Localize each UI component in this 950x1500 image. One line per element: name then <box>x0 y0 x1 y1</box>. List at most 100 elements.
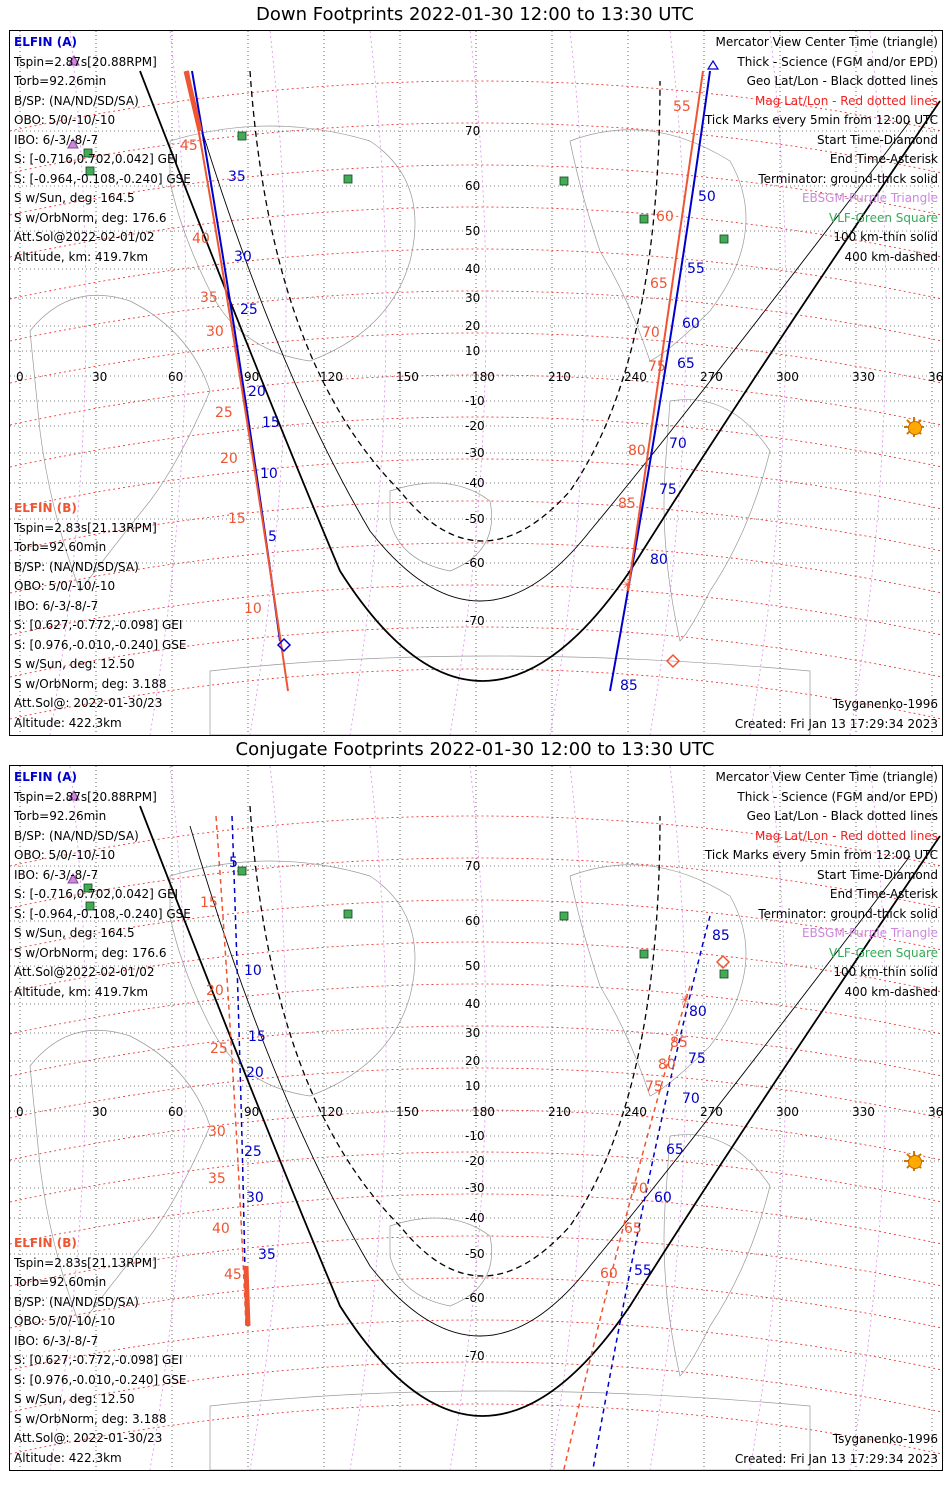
mag-meridian <box>149 31 187 735</box>
legend-ebsgm: EBSGM-Purple Triangle <box>801 191 938 205</box>
elfin-b-tick-label: 55 <box>673 99 691 115</box>
elfin-b-tick-label: 70 <box>630 1181 648 1197</box>
terminator-ground <box>139 70 941 682</box>
lon-label: 180 <box>472 370 495 384</box>
legend-ticks: Tick Marks every 5min from 12:00 UTC <box>704 848 938 862</box>
mag-parallel <box>10 164 942 216</box>
mag-parallel <box>10 815 942 867</box>
conjugate-footprints-map: 0 30 60 90 120 150 180 210 240 270 300 330 360 70 60 50… <box>9 765 943 1471</box>
elfin-b-line: OBO: 5/0/-10/-10 <box>14 1314 116 1328</box>
legend-start: Start Time-Diamond <box>816 132 938 147</box>
continent-south-america <box>663 1134 771 1377</box>
mag-meridian <box>849 31 887 735</box>
lat-label: -30 <box>465 446 485 460</box>
elfin-a-line: IBO: 6/-3/-8/-7 <box>14 132 99 147</box>
elfin-b-info: ELFIN (B) Tspin=2.83s[21.13RPM] Torb=92.… <box>14 499 187 733</box>
elfin-b-line: S w/Sun, deg: 12.50 <box>14 1392 135 1406</box>
elfin-b-tick-label: 75 <box>645 1079 663 1095</box>
created-label: Created: Fri Jan 13 17:29:34 2023 <box>734 717 938 731</box>
mag-parallel <box>10 80 942 132</box>
elfin-a-tick-label: 20 <box>248 384 266 400</box>
legend-400km: 400 km-dashed <box>844 984 938 999</box>
lat-label: 60 <box>465 914 480 928</box>
legend-thick: Thick - Science (FGM and/or EPD) <box>737 789 938 804</box>
elfin-a-tick-label: 55 <box>634 1263 652 1279</box>
model-label: Tsyganenko-1996 <box>832 697 938 711</box>
mag-parallel <box>10 248 942 300</box>
lon-label: 60 <box>168 1105 183 1119</box>
lat-label: -60 <box>465 556 485 570</box>
start-diamond <box>715 954 731 970</box>
legend-start: Start Time-Diamond <box>816 867 938 882</box>
mag-parallel <box>10 458 942 510</box>
elfin-a-label: ELFIN (A) <box>14 770 77 784</box>
mag-parallel <box>10 542 942 594</box>
panel-title-conjugate: Conjugate Footprints 2022-01-30 12:00 to… <box>235 739 715 760</box>
elfin-a-tick-label: 80 <box>650 552 668 568</box>
lon-label: 240 <box>624 1105 647 1119</box>
elfin-b-line: Tspin=2.83s[21.13RPM] <box>14 1255 157 1270</box>
lon-label: 300 <box>776 1105 799 1119</box>
mag-parallel <box>10 899 942 951</box>
elfin-a-tick-label: 25 <box>240 302 258 318</box>
elfin-a-label: ELFIN (A) <box>14 35 77 49</box>
lat-label: -50 <box>465 1247 485 1261</box>
terminator-100km <box>189 825 911 1337</box>
elfin-b-line: Altitude: 422.3km <box>14 715 122 730</box>
elfin-b-line: Torb=92.60min <box>14 540 107 554</box>
sun-icon <box>904 417 924 437</box>
elfin-b-tick-label: 85 <box>618 496 636 512</box>
lon-label: 300 <box>776 370 799 384</box>
mag-meridian <box>749 766 787 1470</box>
elfin-b-line: B/SP: (NA/ND/SD/SA) <box>14 1294 139 1309</box>
lat-label: -10 <box>465 1129 485 1143</box>
model-label: Tsyganenko-1996 <box>832 1432 938 1446</box>
elfin-b-tick-label: 85 <box>670 1035 688 1051</box>
elfin-b-tick-label: 80 <box>628 443 646 459</box>
legend-ebsgm: EBSGM-Purple Triangle <box>801 926 938 940</box>
vlf-green-square <box>719 969 729 979</box>
lon-label: 360 <box>928 370 942 384</box>
panel-title-down: Down Footprints 2022-01-30 12:00 to 13:3… <box>256 4 694 25</box>
vlf-green-square <box>559 911 569 921</box>
lat-label: 20 <box>465 1054 480 1068</box>
vlf-green-square <box>639 949 649 959</box>
lat-label: 30 <box>465 291 480 305</box>
lon-label: 210 <box>548 370 571 384</box>
elfin-a-tick-label: 75 <box>659 482 677 498</box>
elfin-a-tick-label: 55 <box>687 261 705 277</box>
lon-label: 210 <box>548 1105 571 1119</box>
continent-outlines <box>29 860 811 1470</box>
elfin-a-track-west <box>231 815 247 1327</box>
mag-meridian <box>49 31 87 735</box>
lon-label: 60 <box>168 370 183 384</box>
elfin-b-tick-label: 20 <box>206 983 224 999</box>
elfin-b-line: Att.Sol@: 2022-01-30/23 <box>14 696 163 710</box>
mag-parallel <box>10 1235 942 1287</box>
elfin-b-tick-label: 45 <box>180 138 198 154</box>
end-asterisk: ✳ <box>680 993 690 1007</box>
mag-parallel <box>10 290 942 342</box>
mag-meridian <box>449 766 487 1470</box>
continent-africa <box>29 294 211 592</box>
vlf-green-square <box>719 234 729 244</box>
elfin-b-tick-label: 20 <box>220 451 238 467</box>
elfin-a-tick-label: 65 <box>666 1142 684 1158</box>
lat-label: -60 <box>465 1291 485 1305</box>
terminator-400km <box>249 70 661 542</box>
elfin-b-tick-label: 45 <box>224 1267 242 1283</box>
elfin-b-tick-label: 25 <box>210 1041 228 1057</box>
mag-meridian <box>849 766 887 1470</box>
vlf-green-square <box>237 866 247 876</box>
map-legend: Mercator View Center Time (triangle) Thi… <box>705 768 938 1002</box>
elfin-b-tick-label: 30 <box>208 1124 226 1140</box>
lat-label: 20 <box>465 319 480 333</box>
mag-parallel <box>10 1361 942 1413</box>
elfin-b-line: IBO: 6/-3/-8/-7 <box>14 1333 99 1348</box>
elfin-b-line: Altitude: 422.3km <box>14 1450 122 1465</box>
legend-vlf: VLF-Green Square <box>829 210 938 225</box>
legend-mag: Mag Lat/Lon - Red dotted lines <box>754 828 938 843</box>
elfin-a-line: Torb=92.26min <box>14 809 107 823</box>
elfin-a-tick-label: 80 <box>689 1004 707 1020</box>
mag-grid <box>10 766 942 1470</box>
